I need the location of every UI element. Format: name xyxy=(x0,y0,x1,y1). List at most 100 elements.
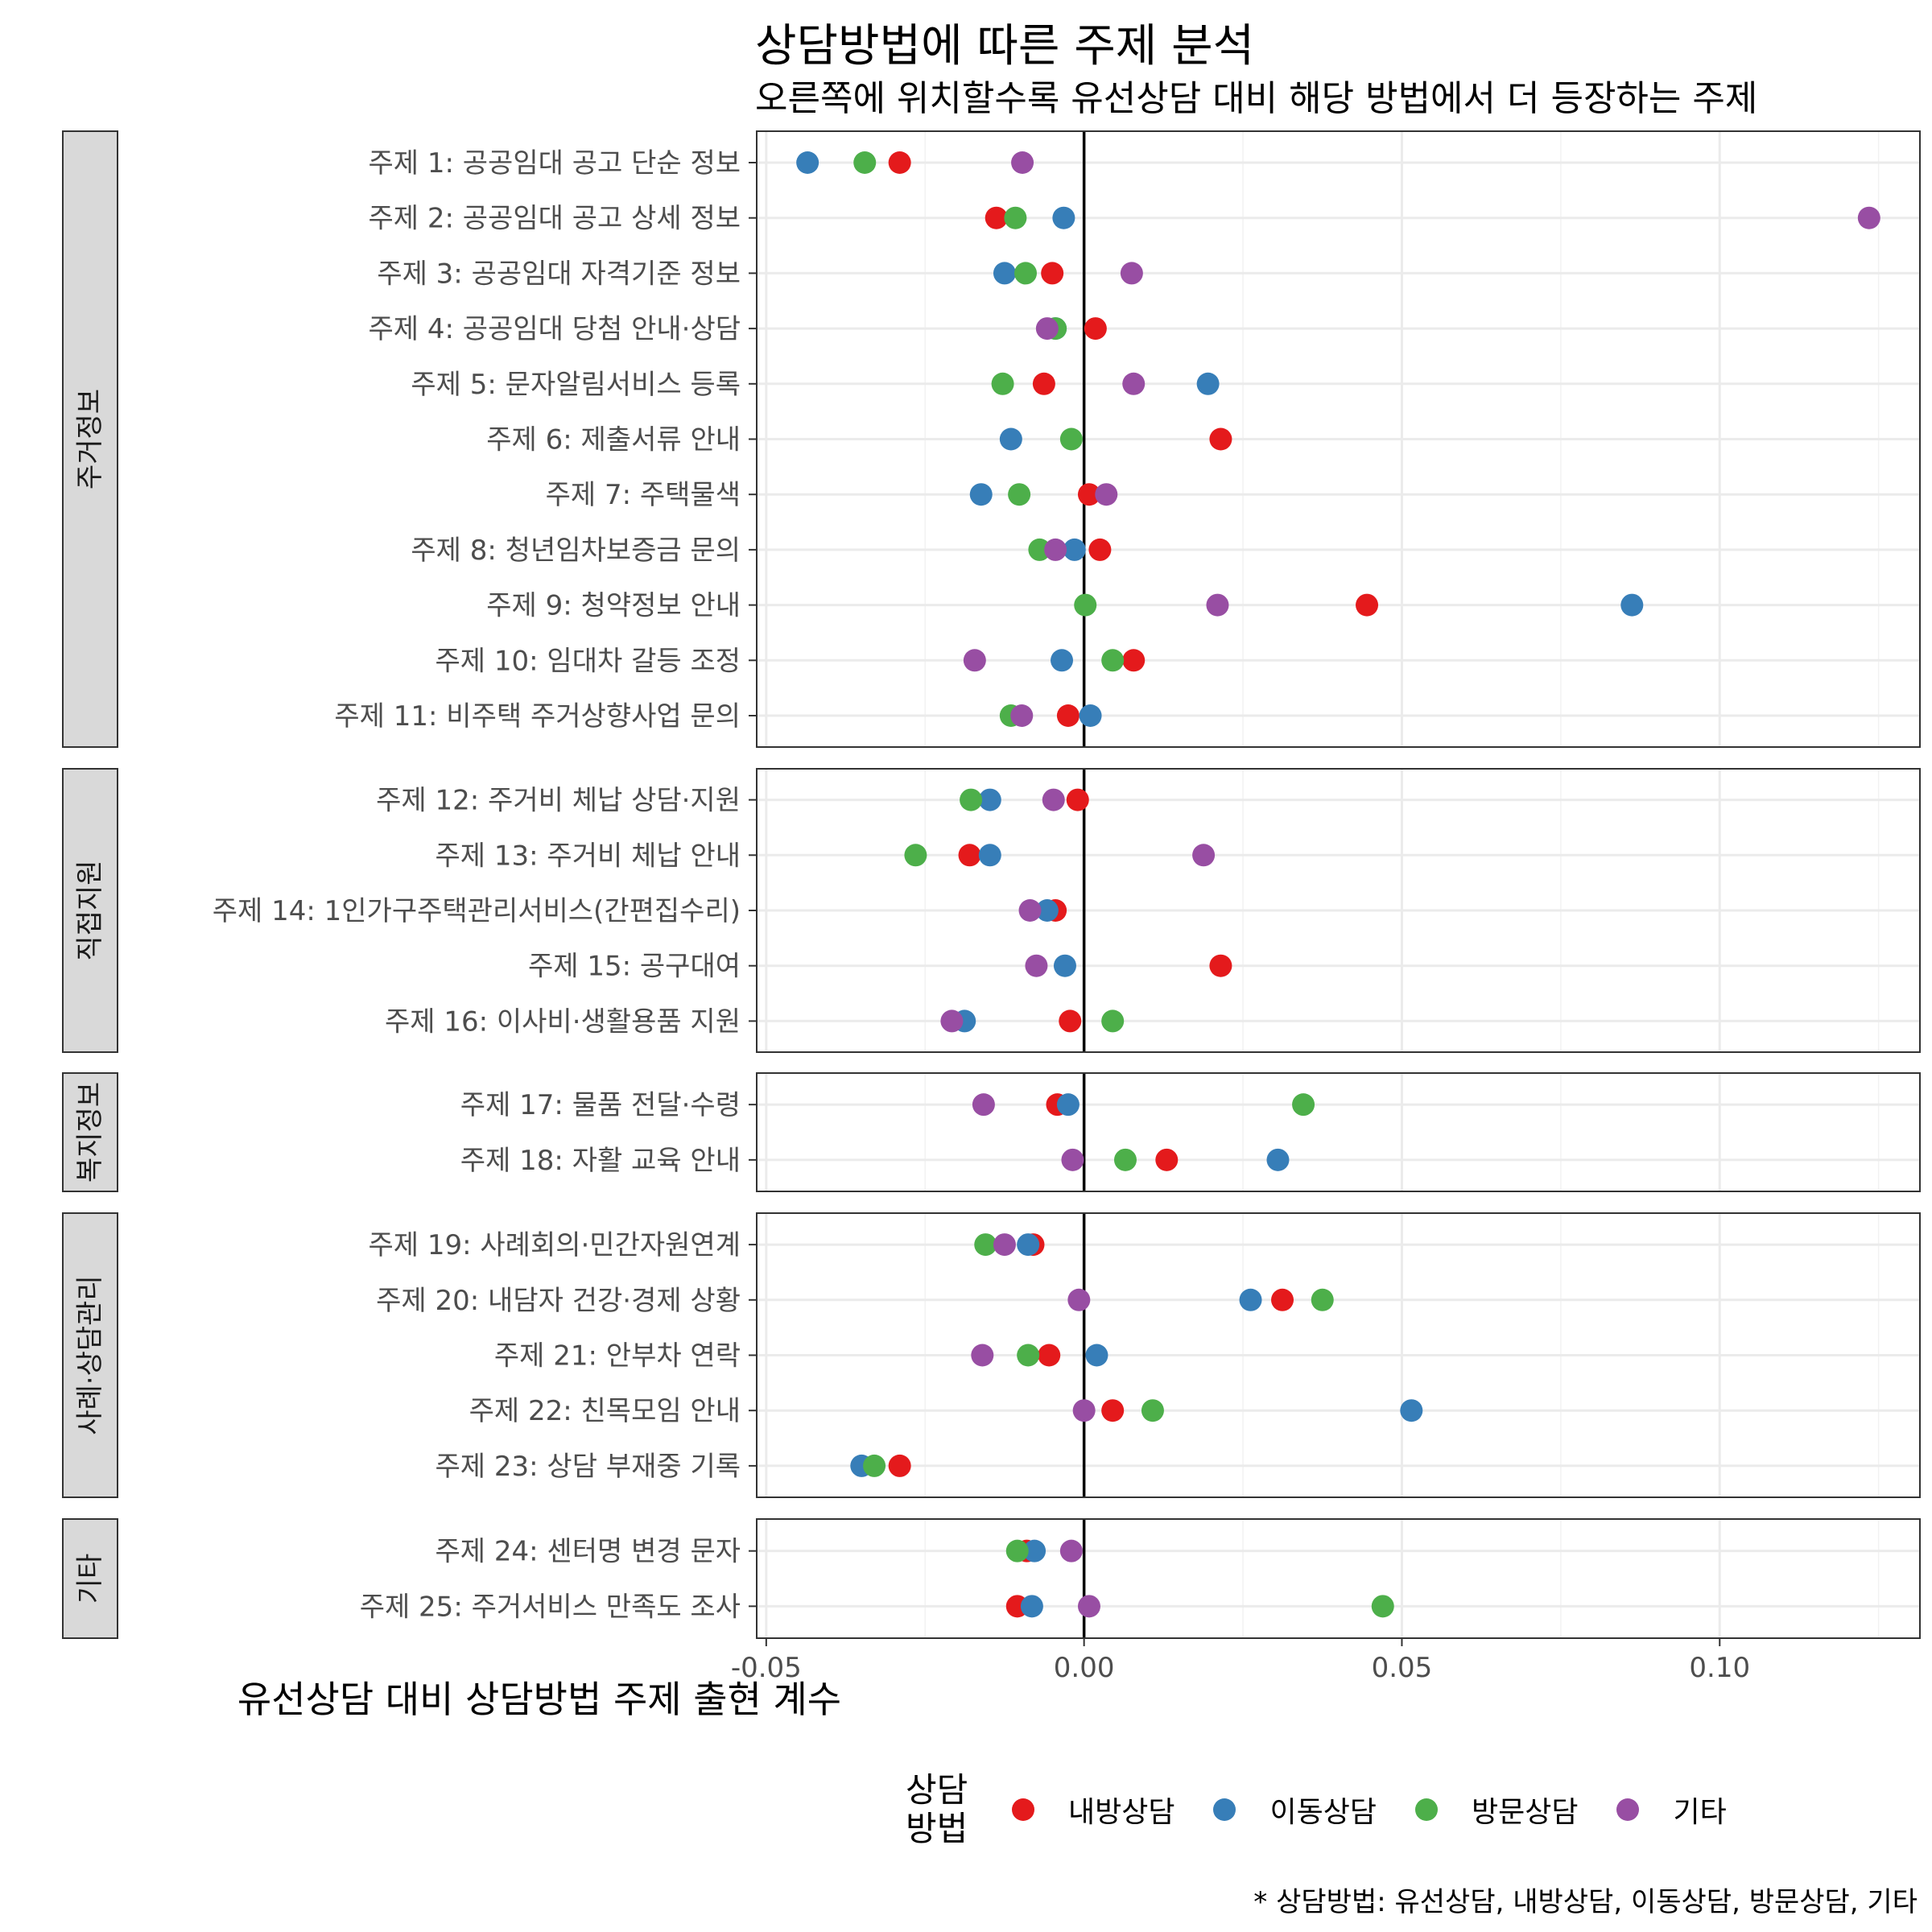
y-tick-label: 주제 12: 주거비 체납 상담·지원 xyxy=(376,785,741,817)
data-point xyxy=(1209,427,1232,451)
x-tick-label: 0.10 xyxy=(1689,1652,1750,1684)
data-point xyxy=(991,372,1014,395)
data-point xyxy=(1056,704,1080,727)
data-point xyxy=(1085,1344,1108,1367)
data-point xyxy=(1077,1595,1100,1618)
data-point xyxy=(1074,593,1097,617)
data-point xyxy=(1239,1288,1262,1311)
legend-item-series-4: 기타 xyxy=(1616,1789,1727,1831)
y-tick-label: 주제 8: 청년임차보증금 문의 xyxy=(411,535,741,567)
legend-dot-series-4 xyxy=(1616,1798,1640,1821)
y-tick-label: 주제 1: 공공임대 공고 단순 정보 xyxy=(369,147,741,180)
y-tick-label: 주제 13: 주거비 체납 안내 xyxy=(436,840,741,872)
data-point xyxy=(1266,1148,1290,1171)
y-tick-label: 주제 18: 자활 교육 안내 xyxy=(460,1145,741,1177)
data-point xyxy=(1035,899,1059,922)
data-point xyxy=(1014,262,1038,285)
data-point xyxy=(1017,1233,1040,1257)
data-point xyxy=(1206,593,1229,617)
panel-border xyxy=(756,1518,1921,1639)
y-tick-label: 주제 11: 비주택 주거상향사업 문의 xyxy=(334,700,741,733)
panel-border xyxy=(756,1072,1921,1192)
y-tick-label: 주제 17: 물품 전달·수령 xyxy=(460,1089,741,1121)
data-point xyxy=(960,788,983,811)
y-tick-label: 주제 9: 청약정보 안내 xyxy=(486,590,741,622)
data-point xyxy=(863,1454,886,1477)
legend-title: 상담 방법 xyxy=(906,1770,968,1848)
data-point xyxy=(853,151,877,174)
data-point xyxy=(1056,1093,1080,1117)
facet-strip xyxy=(62,130,118,748)
legend-dot-series-1 xyxy=(1012,1798,1034,1821)
data-point xyxy=(1084,317,1107,341)
data-point xyxy=(1271,1288,1294,1311)
data-point xyxy=(1066,788,1089,811)
data-point xyxy=(974,1233,997,1257)
data-point xyxy=(796,151,819,174)
data-point xyxy=(1192,844,1216,867)
panel-background xyxy=(757,1519,1920,1638)
panel-border xyxy=(756,768,1921,1053)
y-tick-label: 주제 16: 이사비·생활용품 지원 xyxy=(385,1005,741,1038)
y-tick-label: 주제 20: 내담자 건강·경제 상황 xyxy=(376,1285,741,1317)
data-point xyxy=(978,788,1001,811)
data-point xyxy=(1101,649,1125,672)
data-point xyxy=(1067,1288,1091,1311)
data-point xyxy=(985,206,1008,229)
data-point xyxy=(1059,427,1083,451)
data-point xyxy=(963,649,986,672)
data-point xyxy=(1025,954,1048,977)
legend-dot-series-3 xyxy=(1414,1798,1438,1821)
data-point xyxy=(1292,1093,1315,1117)
data-point xyxy=(1400,1399,1423,1422)
legend-label-series-1: 내방상담 xyxy=(1068,1796,1175,1829)
y-tick-label: 주제 4: 공공임대 당첨 안내·상담 xyxy=(369,313,741,345)
y-tick-label: 주제 5: 문자알림서비스 등록 xyxy=(411,369,741,401)
facet-strip xyxy=(62,768,118,1053)
legend-label-series-2: 이동상담 xyxy=(1269,1796,1377,1829)
data-point xyxy=(971,1344,994,1367)
facet-strip-label: 기타 xyxy=(74,1554,106,1604)
y-tick-label: 주제 24: 센터명 변경 문자 xyxy=(436,1536,741,1568)
data-point xyxy=(1209,954,1232,977)
data-point xyxy=(999,427,1022,451)
data-point xyxy=(1044,538,1067,561)
data-point xyxy=(1035,317,1059,341)
data-point xyxy=(1101,1399,1125,1422)
data-point xyxy=(1004,206,1027,229)
facet-strip-label: 직접지원 xyxy=(74,860,106,960)
data-point xyxy=(958,844,981,867)
data-point xyxy=(1122,649,1146,672)
facet-strip xyxy=(62,1518,118,1639)
y-tick-label: 주제 23: 상담 부재중 기록 xyxy=(436,1451,741,1483)
data-point xyxy=(993,262,1016,285)
y-tick-label: 주제 22: 친목모임 안내 xyxy=(469,1395,741,1427)
data-point xyxy=(1051,649,1074,672)
x-tick-label: 0.05 xyxy=(1372,1652,1433,1684)
data-point xyxy=(1857,206,1880,229)
data-point xyxy=(888,151,911,174)
data-point xyxy=(1120,262,1143,285)
chart-subtitle: 오른쪽에 위치할수록 유선상담 대비 해당 방법에서 더 등장하는 주제 xyxy=(755,78,1758,119)
data-point xyxy=(1088,538,1112,561)
data-point xyxy=(972,1093,995,1117)
data-point xyxy=(1052,206,1075,229)
data-point xyxy=(1028,538,1051,561)
data-point xyxy=(1620,593,1644,617)
data-point xyxy=(1020,1595,1043,1618)
data-point xyxy=(1356,593,1379,617)
data-point xyxy=(904,844,927,867)
facet-strip-label: 주거정보 xyxy=(74,389,106,489)
legend: 상담 방법 내방상담 이동상담 방문상담 기타 xyxy=(906,1771,1765,1848)
panel-border xyxy=(756,130,1921,748)
panel-border xyxy=(756,1212,1921,1498)
data-point xyxy=(1011,151,1034,174)
facet-strip xyxy=(62,1212,118,1498)
data-point xyxy=(1017,1344,1040,1367)
data-point xyxy=(1053,954,1076,977)
caption: * 상담방법: 유선상담, 내방상담, 이동상담, 방문상담, 기타 xyxy=(1253,1886,1918,1918)
data-point xyxy=(1023,1539,1046,1563)
data-point xyxy=(1063,538,1086,561)
data-point xyxy=(1032,372,1055,395)
data-point xyxy=(1018,899,1042,922)
